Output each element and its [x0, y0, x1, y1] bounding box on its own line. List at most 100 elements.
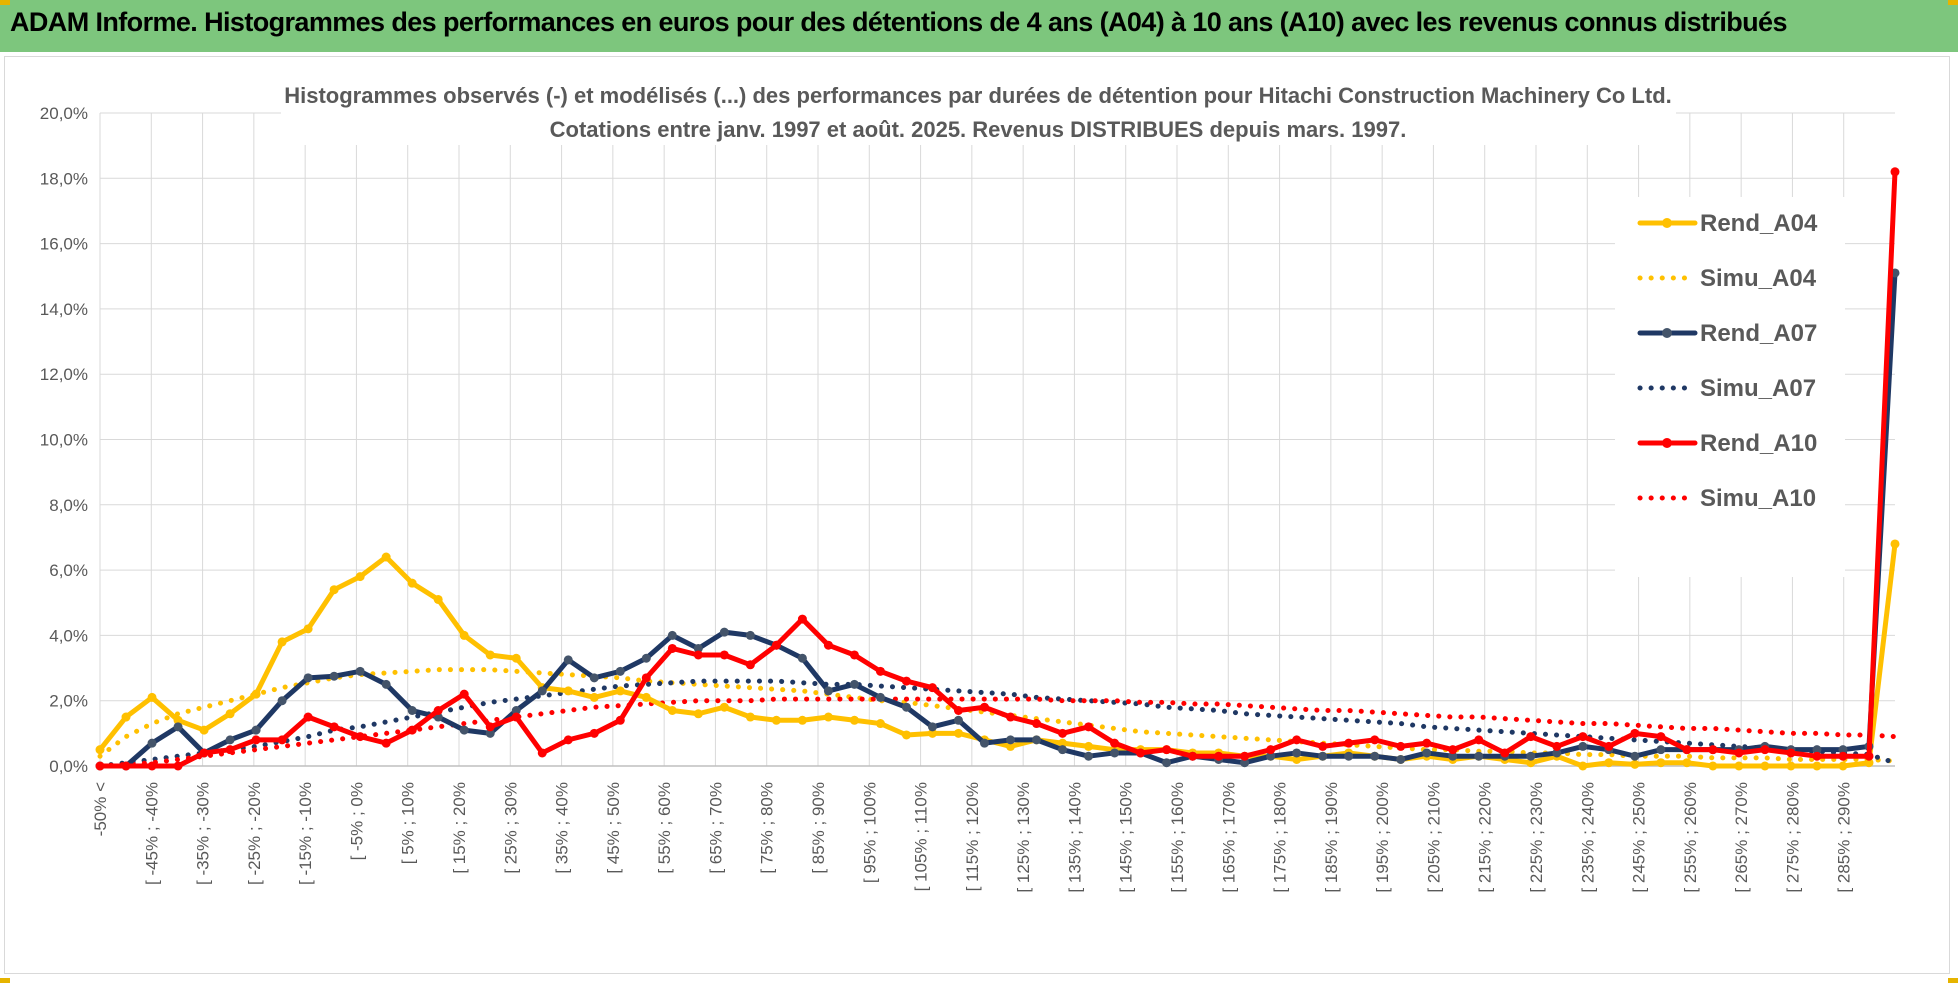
data-point-rend_a04 [303, 624, 313, 634]
x-tick-label: [ 215% ; 220% [1476, 782, 1495, 893]
x-tick-label: [ 105% ; 110% [912, 782, 931, 891]
data-point-rend_a10 [693, 650, 703, 660]
data-point-rend_a10 [355, 732, 365, 742]
report-banner: ADAM Informe. Histogrammes des performan… [0, 0, 1958, 52]
data-point-rend_a04 [251, 689, 261, 699]
x-tick-label: [ 45% ; 50% [604, 782, 623, 874]
data-point-rend_a10 [1734, 748, 1744, 758]
x-tick-label: [ -45% ; -40% [142, 782, 161, 885]
x-tick-label: [ 55% ; 60% [655, 782, 674, 874]
data-point-rend_a10 [797, 614, 807, 624]
data-point-rend_a10 [407, 725, 417, 735]
x-tick-label: [ 195% ; 200% [1373, 782, 1392, 893]
data-point-rend_a10 [1474, 735, 1484, 745]
y-tick-label: 20,0% [40, 104, 88, 123]
x-axis: -50% < [ -45% ; -40% [ -35% ; -30% [ -25% ;… [91, 782, 1854, 893]
series-line-rend_a07 [97, 270, 1898, 769]
data-point-rend_a04 [485, 650, 495, 660]
data-point-rend_a07 [303, 673, 313, 683]
data-point-rend_a07 [979, 738, 989, 748]
legend-marker [1662, 438, 1672, 448]
data-point-rend_a10 [1136, 748, 1146, 758]
data-point-rend_a10 [1344, 738, 1354, 748]
data-point-rend_a10 [1214, 751, 1224, 761]
data-point-rend_a07 [225, 735, 235, 745]
data-point-rend_a07 [1110, 748, 1120, 758]
data-point-rend_a10 [1786, 748, 1796, 758]
x-tick-label: [ 285% ; 290% [1835, 782, 1854, 893]
data-point-rend_a10 [823, 640, 833, 650]
data-point-rend_a10 [641, 673, 651, 683]
data-point-rend_a04 [1838, 761, 1848, 771]
y-tick-label: 8,0% [49, 496, 88, 515]
data-point-rend_a07 [589, 673, 599, 683]
data-point-rend_a10 [147, 761, 157, 771]
data-point-rend_a10 [121, 761, 131, 771]
x-tick-label: [ 15% ; 20% [450, 782, 469, 874]
chart-frame: 0,0% 2,0% 4,0% 6,0% 8,0% 10,0% 12,0% 14,0% 16,0%… [4, 56, 1950, 974]
data-point-rend_a10 [771, 640, 781, 650]
data-point-rend_a10 [1162, 745, 1172, 755]
data-point-rend_a10 [1552, 741, 1562, 751]
data-point-rend_a07 [1656, 745, 1666, 755]
x-tick-label: [ 125% ; 130% [1014, 782, 1033, 893]
data-point-rend_a10 [667, 643, 677, 653]
y-axis: 0,0% 2,0% 4,0% 6,0% 8,0% 10,0% 12,0% 14,0% 16,0%… [40, 104, 88, 776]
x-tick-label: -50% < [91, 782, 110, 836]
data-point-rend_a04 [1526, 758, 1536, 768]
series-line-rend_a10 [97, 169, 1898, 769]
data-point-rend_a04 [1760, 761, 1770, 771]
data-point-rend_a04 [381, 552, 391, 562]
data-point-rend_a10 [1266, 745, 1276, 755]
x-tick-label: [ 225% ; 230% [1527, 782, 1546, 893]
data-point-rend_a07 [667, 630, 677, 640]
legend: Rend_A04 Simu_A04 Rend_A07 Simu_A07 Rend_A10… [1637, 210, 1818, 512]
data-point-rend_a07 [927, 722, 937, 732]
data-point-rend_a07 [875, 692, 885, 702]
data-point-rend_a07 [407, 705, 417, 715]
data-point-rend_a10 [1006, 712, 1016, 722]
data-point-rend_a10 [589, 728, 599, 738]
data-point-rend_a10 [1084, 722, 1094, 732]
data-point-rend_a04 [823, 712, 833, 722]
x-tick-label: [ 155% ; 160% [1168, 782, 1187, 893]
data-point-rend_a10 [1422, 738, 1432, 748]
x-tick-label: [ 185% ; 190% [1322, 782, 1341, 893]
data-point-rend_a10 [537, 748, 547, 758]
data-point-rend_a04 [1292, 754, 1302, 764]
data-point-rend_a10 [1500, 748, 1510, 758]
data-point-rend_a07 [485, 728, 495, 738]
data-point-rend_a10 [1110, 738, 1120, 748]
chart-title-line-2: Cotations entre janv. 1997 et août. 2025… [550, 117, 1407, 142]
data-point-rend_a10 [511, 712, 521, 722]
x-tick-label: [ 65% ; 70% [706, 782, 725, 874]
data-point-rend_a04 [199, 725, 209, 735]
data-point-rend_a07 [1578, 741, 1588, 751]
data-point-rend_a04 [589, 692, 599, 702]
data-point-rend_a04 [693, 709, 703, 719]
data-point-rend_a04 [849, 715, 859, 725]
data-point-rend_a07 [1032, 735, 1042, 745]
x-tick-label: [ 35% ; 40% [553, 782, 572, 874]
x-tick-label: [ 165% ; 170% [1219, 782, 1238, 893]
data-point-rend_a07 [1318, 751, 1328, 761]
legend-label: Rend_A10 [1700, 430, 1817, 457]
legend-label: Simu_A04 [1700, 265, 1817, 292]
y-tick-label: 2,0% [49, 692, 88, 711]
data-point-rend_a07 [641, 653, 651, 663]
y-tick-label: 14,0% [40, 300, 88, 319]
data-point-rend_a04 [719, 702, 729, 712]
data-point-rend_a07 [1292, 748, 1302, 758]
data-point-rend_a04 [615, 686, 625, 696]
data-point-rend_a10 [173, 761, 183, 771]
data-point-rend_a10 [927, 683, 937, 693]
data-point-rend_a07 [1240, 758, 1250, 768]
data-point-rend_a10 [563, 735, 573, 745]
data-point-rend_a10 [381, 738, 391, 748]
data-point-rend_a07 [1162, 758, 1172, 768]
x-tick-label: [ 275% ; 280% [1783, 782, 1802, 893]
data-point-rend_a04 [407, 578, 417, 588]
data-point-rend_a10 [1760, 745, 1770, 755]
x-tick-label: [ 5% ; 10% [399, 782, 418, 864]
data-point-rend_a07 [1084, 751, 1094, 761]
